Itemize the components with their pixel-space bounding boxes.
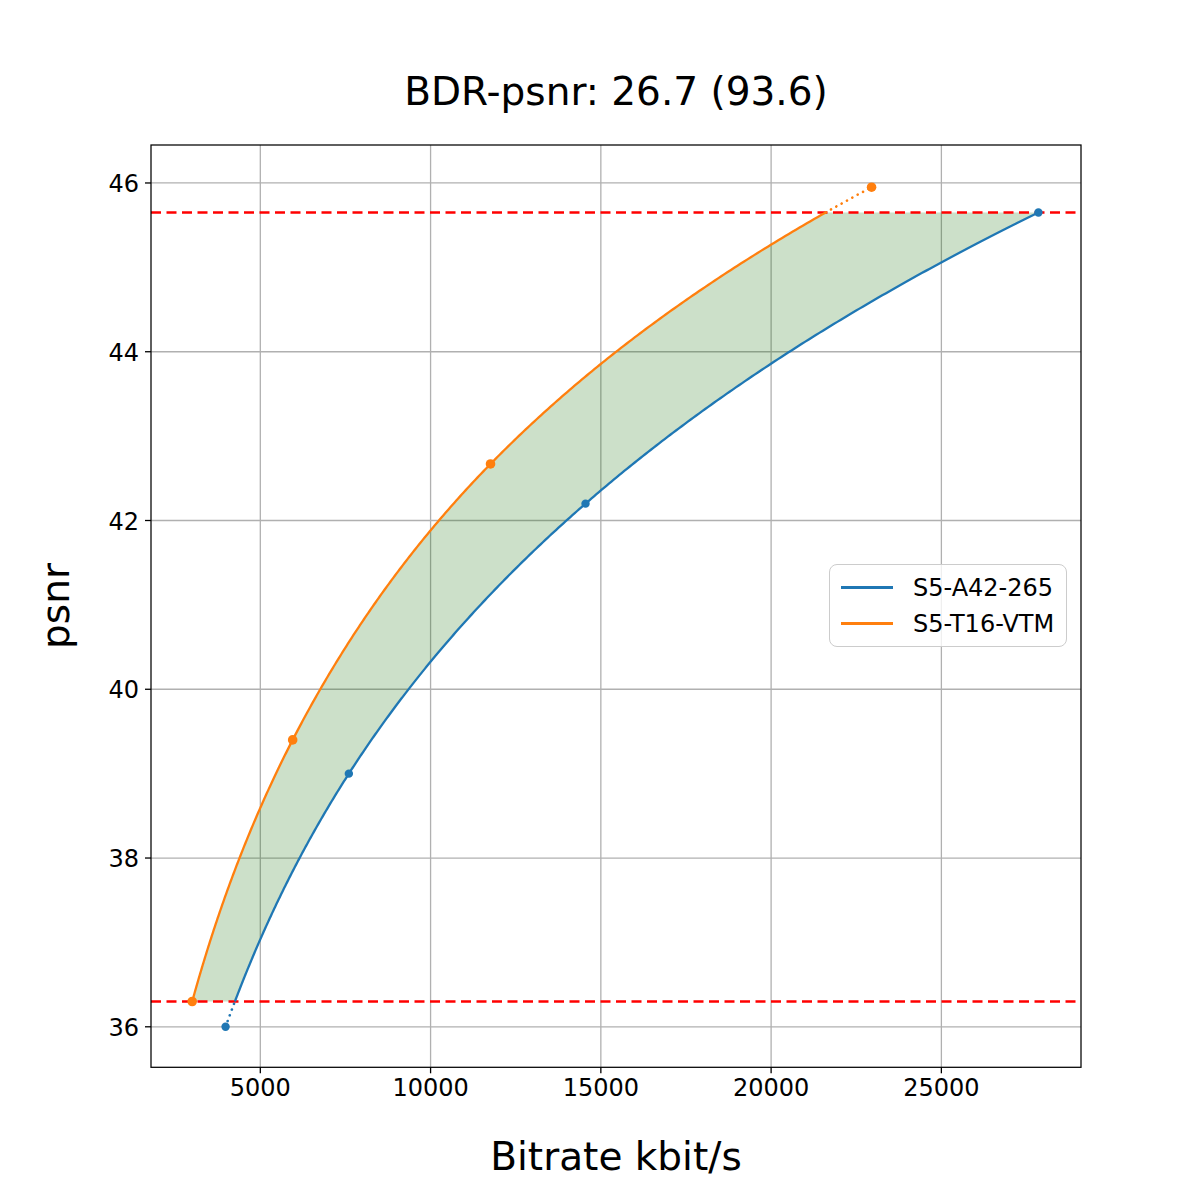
x-tick-label: 20000 [733,1074,809,1102]
data-point-blue [1034,208,1042,216]
y-axis-label: psnr [36,563,75,649]
x-tick-label: 5000 [230,1074,291,1102]
data-point-orange [867,182,877,192]
legend-line-swatch [841,622,893,625]
legend-label: S5-A42-265 [913,576,1053,600]
x-tick-label: 15000 [563,1074,639,1102]
y-tick-label: 36 [108,1014,139,1042]
curve-orange-dotted [826,187,872,212]
legend-line-swatch [841,586,893,589]
legend: S5-A42-265 S5-T16-VTM [829,564,1067,647]
data-point-blue [221,1023,229,1031]
figure: 5000 10000 15000 20000 25000 36 38 40 42 44 46 BDR… [0,0,1200,1200]
y-tick-label: 40 [108,676,139,704]
x-tick-label: 25000 [903,1074,979,1102]
data-point-blue [581,499,589,507]
y-tick-label: 44 [108,339,139,367]
y-tick-label: 42 [108,508,139,536]
chart-title: BDR-psnr: 26.7 (93.6) [151,72,1081,111]
data-point-blue [345,769,353,777]
legend-label: S5-T16-VTM [913,612,1054,636]
data-point-orange [486,459,496,469]
x-tick-label: 10000 [392,1074,468,1102]
legend-item: S5-A42-265 [830,570,1066,606]
y-tick-label: 38 [108,845,139,873]
data-point-orange [187,997,197,1007]
y-tick-label: 46 [108,170,139,198]
x-axis-label: Bitrate kbit/s [151,1137,1081,1176]
legend-item: S5-T16-VTM [830,606,1066,642]
data-point-orange [288,735,298,745]
